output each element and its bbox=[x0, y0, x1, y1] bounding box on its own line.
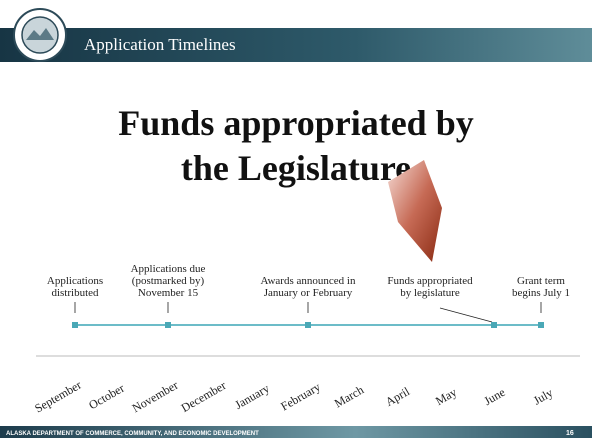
event-label: Grant term bbox=[517, 275, 565, 287]
event-label: distributed bbox=[51, 287, 99, 299]
page-number: 16 bbox=[566, 430, 574, 437]
month-label: June bbox=[481, 385, 507, 408]
footer-bar bbox=[0, 426, 592, 438]
month-label: September bbox=[32, 378, 83, 416]
event-marker bbox=[491, 322, 497, 328]
seal bbox=[13, 8, 67, 62]
event-label: by legislature bbox=[400, 287, 460, 299]
month-label: July bbox=[531, 385, 555, 407]
month-label: December bbox=[179, 378, 229, 415]
event-label: Awards announced in bbox=[261, 275, 356, 287]
month-label: February bbox=[278, 380, 323, 414]
event-label: November 15 bbox=[138, 287, 199, 299]
month-label: October bbox=[86, 381, 126, 412]
month-label: April bbox=[383, 384, 413, 409]
month-label: January bbox=[232, 381, 271, 412]
event-label: Applications bbox=[47, 275, 103, 287]
event-marker bbox=[305, 322, 311, 328]
event-label: January or February bbox=[264, 287, 353, 299]
event-label: Applications due bbox=[131, 263, 206, 275]
footer-text: ALASKA DEPARTMENT OF COMMERCE, COMMUNITY… bbox=[6, 431, 259, 437]
slide-title: Funds appropriated by bbox=[118, 103, 473, 143]
event-marker bbox=[165, 322, 171, 328]
month-label: May bbox=[433, 385, 459, 408]
header-bar bbox=[0, 28, 592, 62]
event-label: begins July 1 bbox=[512, 287, 570, 299]
slide-title: the Legislature bbox=[181, 148, 411, 188]
month-label: March bbox=[332, 383, 366, 411]
event-marker bbox=[538, 322, 544, 328]
event-label: Funds appropriated bbox=[387, 275, 473, 287]
arrow bbox=[388, 160, 442, 262]
header-title: Application Timelines bbox=[84, 35, 236, 54]
month-label: November bbox=[130, 378, 181, 415]
event-marker bbox=[72, 322, 78, 328]
event-label: (postmarked by) bbox=[132, 275, 205, 287]
connector bbox=[439, 307, 493, 323]
